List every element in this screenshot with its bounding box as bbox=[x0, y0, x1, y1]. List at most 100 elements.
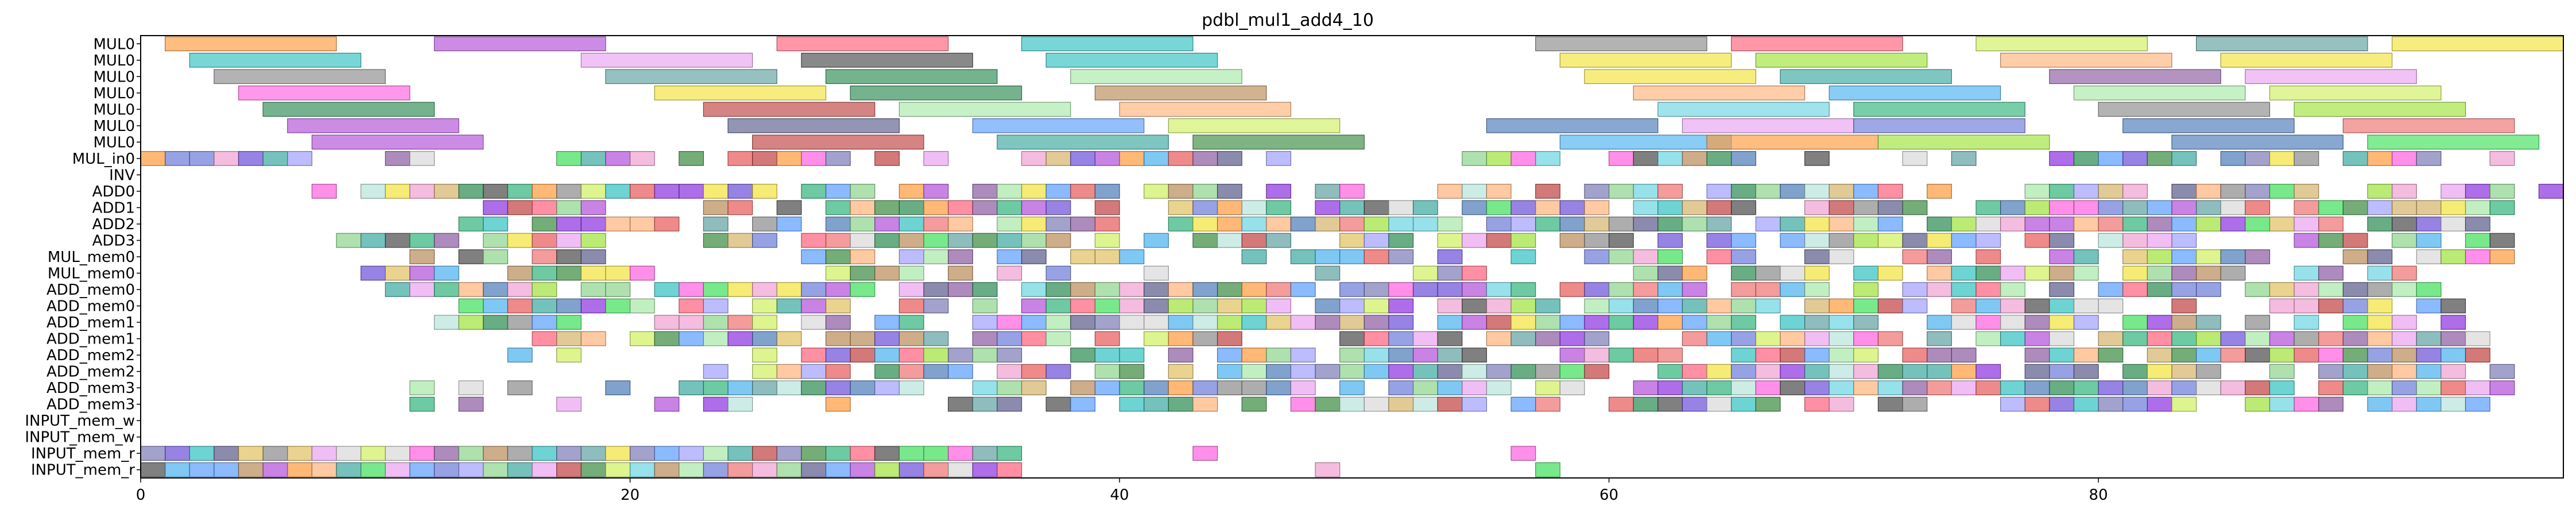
gantt-bar bbox=[165, 36, 337, 52]
gantt-cell bbox=[189, 462, 215, 477]
gantt-cell bbox=[1535, 151, 1560, 166]
gantt-cell bbox=[1975, 249, 2001, 264]
gantt-cell bbox=[556, 331, 582, 346]
gantt-cell bbox=[556, 348, 582, 362]
gantt-cell bbox=[1486, 217, 1512, 232]
gantt-cell bbox=[703, 184, 729, 199]
gantt-cell bbox=[385, 151, 410, 166]
gantt-cell bbox=[850, 184, 876, 199]
gantt-cell bbox=[2171, 364, 2197, 379]
gantt-cell bbox=[1412, 396, 1438, 412]
gantt-cell bbox=[2489, 380, 2515, 396]
gantt-cell bbox=[1315, 315, 1341, 330]
gantt-cell bbox=[972, 200, 998, 215]
gantt-cell bbox=[874, 446, 900, 461]
gantt-cell bbox=[2171, 298, 2197, 314]
gantt-cell bbox=[629, 462, 655, 477]
gantt-cell bbox=[2147, 282, 2172, 297]
gantt-cell bbox=[1706, 184, 1732, 199]
gantt-cell bbox=[1975, 217, 2001, 232]
gantt-cell bbox=[2049, 151, 2075, 166]
gantt-cell bbox=[2416, 217, 2442, 232]
gantt-cell bbox=[1731, 184, 1756, 199]
gantt-cell bbox=[1657, 249, 1683, 264]
gantt-cell bbox=[2024, 396, 2050, 412]
gantt-cell bbox=[923, 184, 949, 199]
gantt-cell bbox=[580, 184, 606, 199]
gantt-cell bbox=[1094, 282, 1120, 297]
gantt-cell bbox=[311, 446, 337, 461]
gantt-cell bbox=[1094, 249, 1120, 264]
gantt-cell bbox=[2122, 265, 2148, 281]
gantt-bar bbox=[1657, 102, 1830, 117]
gantt-cell bbox=[1388, 364, 1414, 379]
gantt-cell bbox=[1975, 265, 2001, 281]
gantt-cell bbox=[556, 396, 582, 412]
gantt-cell bbox=[801, 298, 827, 314]
gantt-cell bbox=[1829, 315, 1854, 330]
gantt-cell bbox=[1657, 348, 1683, 362]
gantt-cell bbox=[1559, 331, 1585, 346]
gantt-cell bbox=[1780, 380, 1806, 396]
gantt-cell bbox=[1510, 298, 1536, 314]
gantt-cell bbox=[1486, 331, 1512, 346]
gantt-cell bbox=[2367, 249, 2393, 264]
gantt-cell bbox=[1657, 298, 1683, 314]
gantt-cell bbox=[1535, 184, 1560, 199]
gantt-bar bbox=[2122, 118, 2295, 133]
gantt-cell bbox=[2441, 315, 2466, 330]
gantt-cell bbox=[2367, 282, 2393, 297]
gantt-cell bbox=[2171, 151, 2197, 166]
gantt-cell bbox=[1339, 298, 1365, 314]
gantt-cell bbox=[2220, 380, 2246, 396]
gantt-cell bbox=[898, 298, 924, 314]
gantt-cell bbox=[580, 217, 606, 232]
gantt-cell bbox=[1021, 249, 1047, 264]
gantt-cell bbox=[898, 233, 924, 248]
gantt-cell bbox=[1363, 331, 1389, 346]
gantt-cell bbox=[1829, 331, 1854, 346]
gantt-cell bbox=[1535, 396, 1560, 412]
gantt-cell bbox=[532, 298, 557, 314]
gantt-cell bbox=[2196, 282, 2221, 297]
gantt-cell bbox=[874, 348, 900, 362]
gantt-cell bbox=[1829, 249, 1854, 264]
gantt-cell bbox=[1755, 331, 1781, 346]
gantt-cell bbox=[2073, 265, 2099, 281]
gantt-cell bbox=[1829, 396, 1854, 412]
gantt-cell bbox=[458, 282, 484, 297]
y-tick-label: INV bbox=[109, 167, 135, 184]
gantt-cell bbox=[1902, 364, 1928, 379]
gantt-cell bbox=[997, 331, 1022, 346]
gantt-cell bbox=[507, 233, 533, 248]
gantt-cell bbox=[997, 396, 1022, 412]
y-tick-label: ADD1 bbox=[92, 199, 135, 217]
gantt-cell bbox=[556, 446, 582, 461]
gantt-cell bbox=[1437, 315, 1463, 330]
gantt-cell bbox=[1902, 396, 1928, 412]
gantt-cell bbox=[2392, 184, 2417, 199]
gantt-cell bbox=[433, 282, 459, 297]
gantt-cell bbox=[287, 151, 312, 166]
gantt-cell bbox=[923, 364, 949, 379]
gantt-bar bbox=[972, 118, 1145, 133]
y-tick-label: ADD_mem2 bbox=[47, 364, 135, 381]
gantt-cell bbox=[1192, 151, 1218, 166]
gantt-cell bbox=[776, 217, 802, 232]
gantt-cell bbox=[1217, 331, 1242, 346]
gantt-cell bbox=[1339, 380, 1365, 396]
gantt-cell bbox=[825, 151, 851, 166]
gantt-cell bbox=[458, 298, 484, 314]
gantt-bar bbox=[189, 52, 362, 68]
gantt-bar bbox=[287, 118, 459, 133]
gantt-cell bbox=[1437, 282, 1463, 297]
y-tick-label: MUL_mem0 bbox=[48, 249, 135, 266]
gantt-cell bbox=[2294, 315, 2319, 330]
gantt-cell bbox=[1119, 315, 1145, 330]
gantt-cell bbox=[2245, 151, 2271, 166]
y-tick-label: MUL0 bbox=[94, 101, 135, 118]
gantt-cell bbox=[1535, 217, 1560, 232]
gantt-cell bbox=[1633, 265, 1659, 281]
gantt-cell bbox=[1412, 331, 1438, 346]
gantt-cell bbox=[1731, 315, 1756, 330]
